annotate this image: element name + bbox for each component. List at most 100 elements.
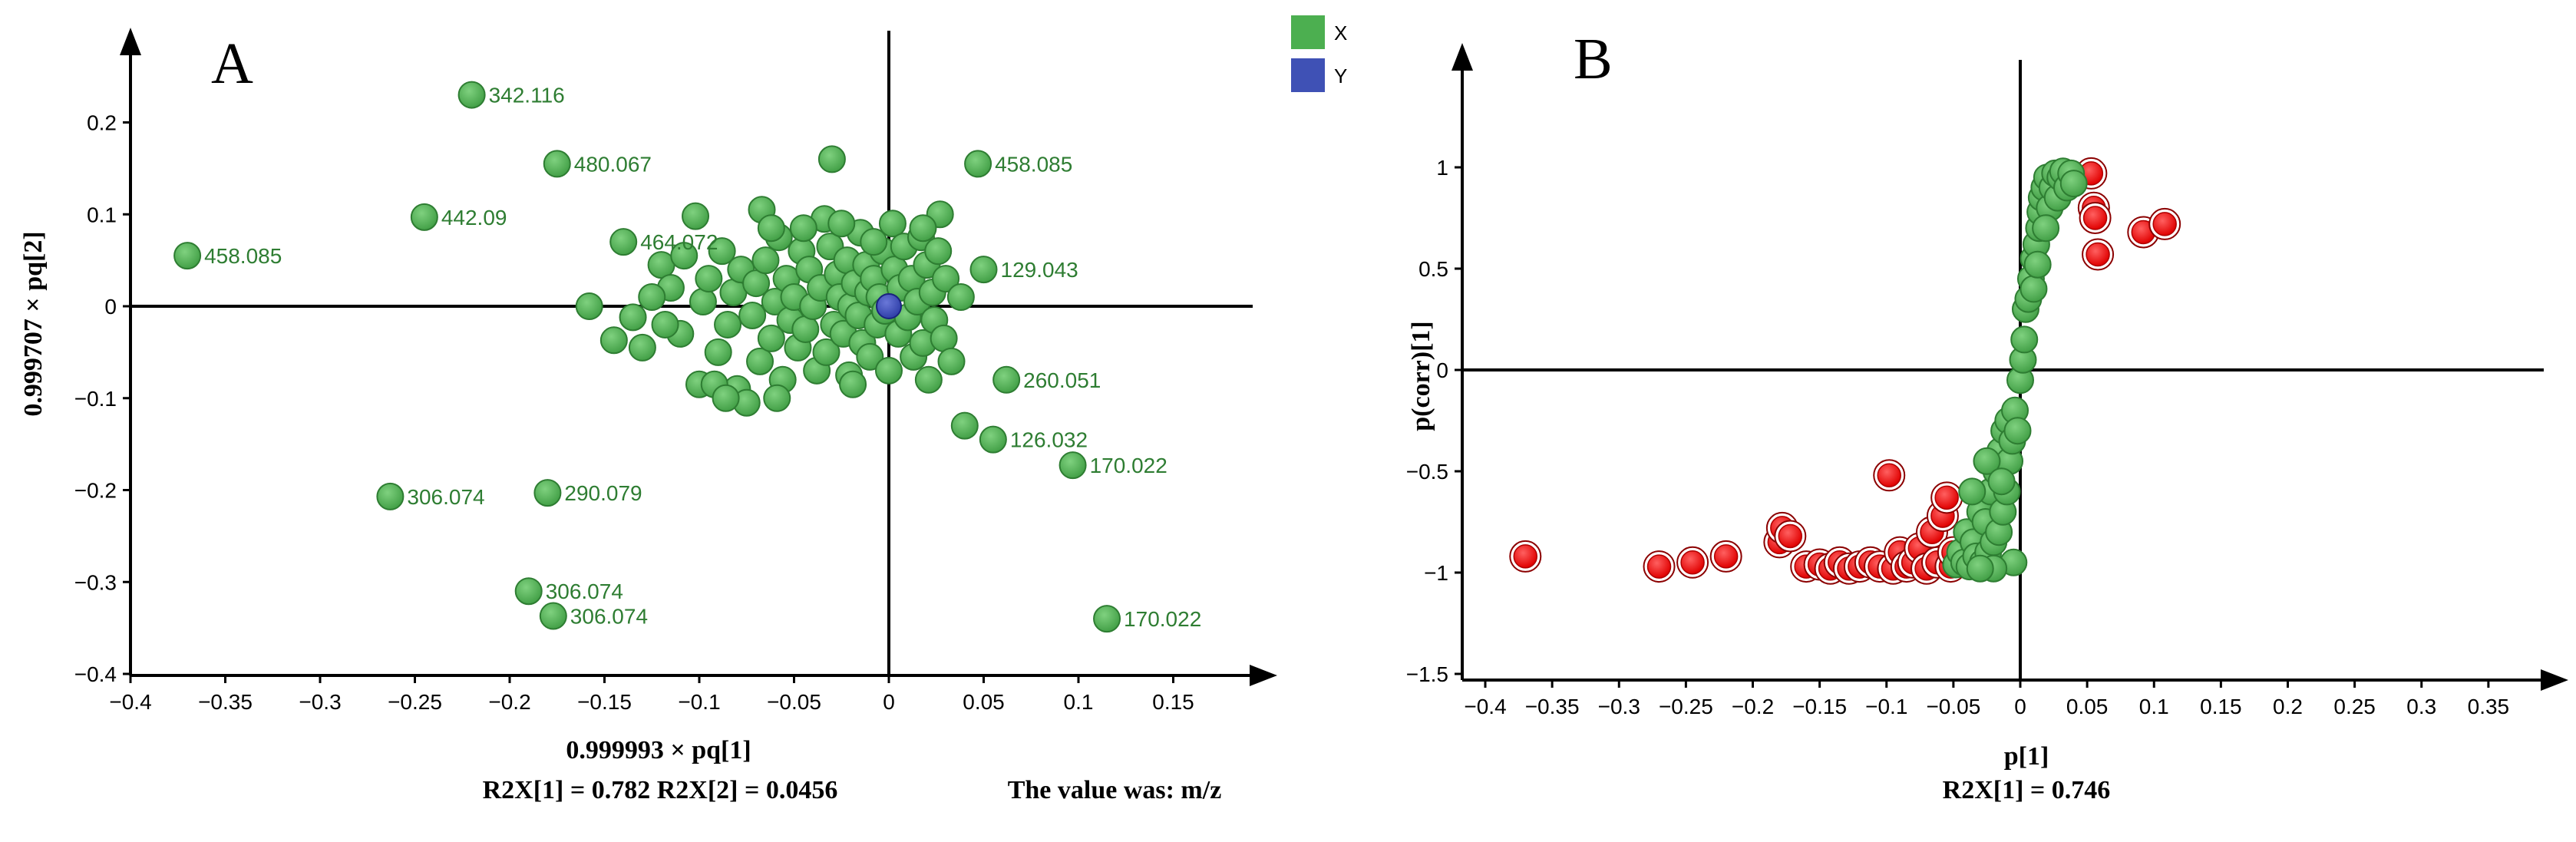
panel-a-labeled-point [964, 150, 992, 178]
panel-a-x-tick-label: −0.35 [198, 690, 253, 714]
panel-b-green-point [2020, 275, 2048, 303]
panel-b-y-tick-label: 0 [1436, 358, 1448, 382]
panel-b-y-tick-label: −1.5 [1406, 662, 1448, 686]
panel-b-green-point [2023, 250, 2052, 279]
panel-a-x-point [757, 214, 785, 243]
panel-a-point-label: 342.116 [489, 84, 565, 107]
panel-a-y-tick-label: −0.1 [74, 387, 117, 411]
panel-b-red-point-core [1877, 463, 1901, 488]
panel-a-x-point [751, 246, 780, 275]
panel-b-x-tick-label: −0.25 [1659, 695, 1713, 718]
panel-a-point-label: 290.079 [564, 481, 642, 505]
panel-a-labeled-point [514, 577, 543, 606]
panel-b-red-point-core [2152, 212, 2177, 236]
panel-a-labeled-point [979, 425, 1007, 454]
panel-a-labeled-point [1058, 451, 1087, 480]
panel-a-x-point [909, 214, 937, 243]
panel-a-x-point [937, 347, 966, 375]
panel-a-point-label: 170.022 [1124, 607, 1201, 631]
panel-a-point-label: 170.022 [1090, 454, 1167, 477]
panel-b-red-point [2079, 202, 2112, 234]
panel-b-green-point [2059, 170, 2088, 198]
panel-a-labeled-point [533, 479, 562, 507]
panel-a-x-tick-label: 0.1 [1064, 690, 1094, 714]
panel-a-point-label: 306.074 [570, 605, 648, 629]
panel-a-x-point [689, 288, 717, 316]
panel-b-y-tick-label: 0.5 [1418, 257, 1448, 281]
panel-b-red-point [2082, 238, 2115, 271]
panel-a-x-point [628, 333, 656, 362]
panel-a-x-tick-label: −0.1 [678, 690, 720, 714]
panel-b-red-point [1643, 550, 1676, 583]
panel-b: B −0.4 −0.35 −0.3 −0.25 −0.2 −0.15 −0.1 −0.05 0 0… [1406, 27, 2568, 804]
panel-a-labeled-point [969, 256, 998, 284]
panel-b-x-label: p[1] [2004, 742, 2049, 771]
panel-b-y-tick-label: −0.5 [1406, 460, 1448, 484]
panel-b-red-point [1930, 481, 1963, 514]
panel-a-x-point [875, 356, 903, 385]
panel-a-value-note: The value was: m/z [1008, 776, 1222, 804]
panel-a-x-tick-label: −0.25 [388, 690, 442, 714]
panel-a-x-point [791, 315, 820, 343]
panel-a-labeled-point [410, 203, 438, 231]
panel-a-x-point [946, 283, 975, 312]
legend-label-x: X [1334, 21, 1347, 45]
panel-a-ticks: −0.4 −0.35 −0.3 −0.25 −0.2 −0.15 −0.1 −0.05 0 0.0… [74, 111, 1194, 715]
panel-b-green-point [1966, 554, 1994, 583]
legend-swatch-x [1291, 15, 1325, 49]
panel-a-x-point [708, 237, 736, 266]
panel-a-x-axis-arrow [1250, 665, 1277, 686]
panel-b-x-tick-label: 0.05 [2066, 695, 2109, 718]
panel-b-green-point [1973, 447, 2001, 475]
panel-b-green-point [1958, 477, 1986, 506]
panel-a-x-tick-label: −0.3 [299, 690, 341, 714]
panel-b-x-tick-label: 0.35 [2468, 695, 2510, 718]
panel-b-x-tick-label: −0.05 [1926, 695, 1980, 718]
panel-a-y-point [876, 293, 902, 319]
panel-b-r2x-stats: R2X[1] = 0.746 [1943, 776, 2111, 804]
panel-a-x-point [930, 324, 958, 352]
panel-b-green-point [2010, 325, 2039, 354]
panel-a-point-label: 306.074 [546, 579, 623, 603]
panel-a-x-point [812, 338, 841, 366]
panel-a-x-point [714, 310, 742, 338]
panel-a-labeled-point [376, 482, 405, 510]
panel-b-ticks: −0.4 −0.35 −0.3 −0.25 −0.2 −0.15 −0.1 −0.05 0 0.0… [1406, 156, 2509, 718]
panel-a-x-point [575, 292, 603, 320]
panel-a-x-label: 0.999993 × pq[1] [566, 736, 751, 764]
panel-b-y-tick-label: −1 [1424, 561, 1448, 585]
panel-a-x-tick-label: −0.2 [488, 690, 530, 714]
panel-b-x-axis-arrow [2541, 669, 2568, 691]
panel-a-x-point [651, 310, 679, 338]
panel-a-x-point [860, 228, 888, 256]
panel-b-x-tick-label: 0.1 [2139, 695, 2169, 718]
panel-a-point-label: 260.051 [1023, 368, 1101, 392]
panel-a-labeled-point [1093, 605, 1121, 633]
panel-a-y-tick-label: −0.2 [74, 479, 117, 503]
panel-a-x-point [695, 265, 723, 293]
panel-a-x-tick-label: 0.05 [963, 690, 1005, 714]
panel-b-red-point-core [1778, 523, 1803, 549]
panel-a-points [173, 81, 1121, 633]
panel-b-red-point [1774, 520, 1807, 553]
panel-b-red-point-core [2082, 206, 2108, 230]
panel-a-point-label: 306.074 [407, 485, 484, 509]
legend-label-y: Y [1334, 64, 1347, 88]
panel-b-green-point [2003, 417, 2032, 445]
panel-b-x-tick-label: −0.35 [1525, 695, 1580, 718]
panel-b-x-tick-label: 0 [2014, 695, 2026, 718]
panel-a-labeled-point [992, 365, 1021, 394]
panel-a-x-point [878, 210, 907, 238]
panel-b-x-tick-label: −0.2 [1732, 695, 1774, 718]
panel-a-y-tick-label: 0.1 [87, 203, 117, 226]
panel-a-point-label: 458.085 [995, 152, 1072, 176]
panel-a-x-point [712, 384, 740, 412]
panel-b-y-tick-label: 1 [1436, 156, 1448, 180]
panel-b-green-point [2032, 214, 2060, 243]
panel-a-x-point [914, 365, 943, 394]
panel-a-x-point [856, 342, 884, 371]
panel-a-y-tick-label: 0.2 [87, 111, 117, 135]
panel-a-x-point [950, 411, 979, 440]
